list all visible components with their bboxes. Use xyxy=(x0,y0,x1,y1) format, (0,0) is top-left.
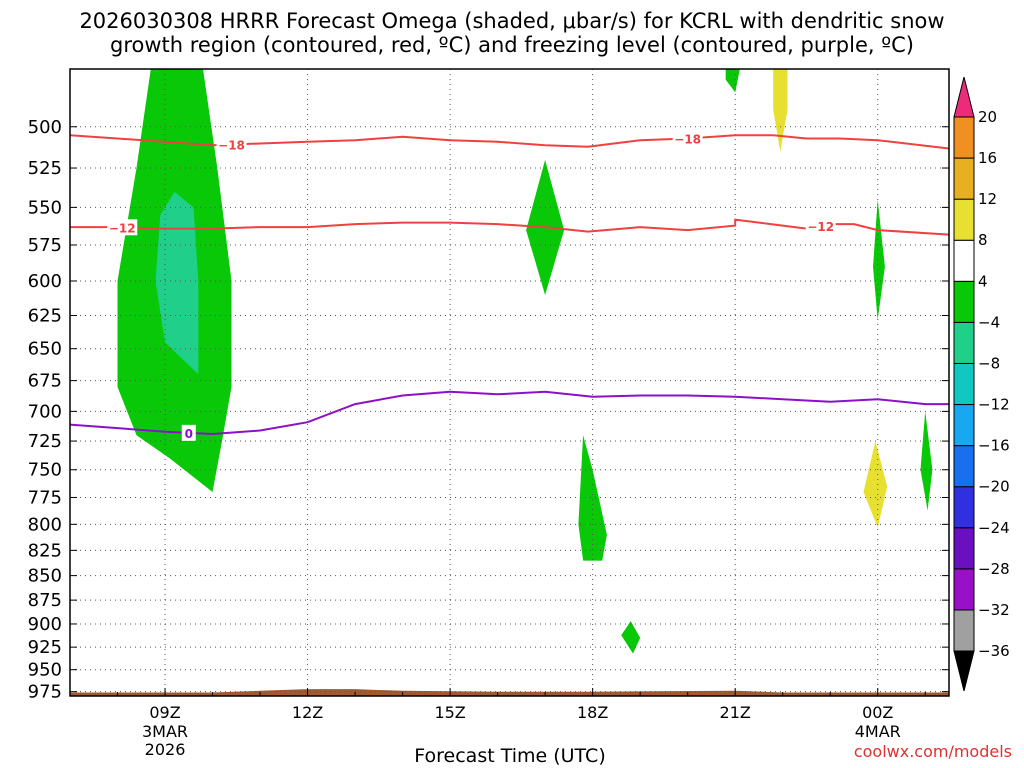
x-tick-sublabel-00Z: 4MAR xyxy=(855,722,901,741)
y-tick-label-625: 625 xyxy=(28,306,62,327)
omega-region-9 xyxy=(863,441,888,528)
contour-line-3 xyxy=(70,390,949,436)
colorbar-under-triangle xyxy=(953,650,975,692)
colorbar-bin--8-to--4 xyxy=(953,321,975,364)
y-axis-pressure: 500 525 550 575 600 625 650 675 700 725 750 775 800 8… xyxy=(28,117,949,703)
y-tick-label-975: 975 xyxy=(28,682,62,703)
contour-label-1-1: −18 xyxy=(218,139,245,153)
colorbar-tick-20: 20 xyxy=(978,108,997,126)
colorbar-bin-16-to-20 xyxy=(953,116,975,159)
x-tick-label-12Z: 12Z xyxy=(292,703,323,722)
y-tick-label-650: 650 xyxy=(28,339,62,360)
colorbar-bin-8-to-12 xyxy=(953,198,975,241)
x-tick-label-00Z: 00Z xyxy=(862,703,893,722)
colorbar-tick-8: 8 xyxy=(978,231,988,249)
colorbar-bin--36-to--32 xyxy=(953,609,975,652)
colorbar-tick--24: −24 xyxy=(978,519,1010,537)
omega-region-7 xyxy=(773,69,788,152)
x-tick-year-09Z: 2026 xyxy=(145,740,186,759)
y-tick-label-700: 700 xyxy=(28,401,62,422)
x-tick-label-09Z: 09Z xyxy=(149,703,180,722)
x-tick-sublabel-09Z: 3MAR xyxy=(142,722,188,741)
y-tick-label-500: 500 xyxy=(28,117,62,138)
colorbar-bin--28-to--24 xyxy=(953,527,975,570)
y-tick-label-825: 825 xyxy=(28,540,62,561)
colorbar-tick--32: −32 xyxy=(978,601,1010,619)
y-tick-label-575: 575 xyxy=(28,235,62,256)
chart-title-line-1: 2026030308 HRRR Forecast Omega (shaded, … xyxy=(79,9,945,33)
contour-labels: −18 −18 −12 −12 0 xyxy=(107,130,836,441)
colorbar-bin--12-to--8 xyxy=(953,362,975,406)
plot-frame xyxy=(69,68,950,697)
colorbar-tick-4: 4 xyxy=(978,272,988,290)
contour-label-bg-2-1 xyxy=(107,219,138,236)
colorbar-bin-12-to-16 xyxy=(953,157,975,200)
terrain-fill xyxy=(70,689,949,696)
y-tick-label-925: 925 xyxy=(28,637,62,658)
y-tick-label-800: 800 xyxy=(28,514,62,535)
chart-title-line-2: growth region (contoured, red, ºC) and f… xyxy=(110,33,914,57)
contour-label-2-2: −12 xyxy=(807,220,834,234)
contour-label-bg-2-2 xyxy=(805,217,836,234)
colorbar-tick--8: −8 xyxy=(978,354,1000,372)
contour-label-bg-3-1 xyxy=(181,424,196,441)
y-tick-label-750: 750 xyxy=(28,460,62,481)
omega-colorbar: 20 16 12 8 4 −4 −8 −12 −16 −20 −24 −28 −32 −36 xyxy=(953,76,1010,692)
y-tick-label-675: 675 xyxy=(28,371,62,392)
colorbar-tick-16: 16 xyxy=(978,149,997,167)
colorbar-tick--28: −28 xyxy=(978,560,1010,578)
colorbar-bin--16-to--12 xyxy=(953,404,975,447)
contour-label-2-1: −12 xyxy=(109,221,136,235)
colorbar-tick--4: −4 xyxy=(978,313,1000,331)
colorbar-tick--20: −20 xyxy=(978,478,1010,496)
colorbar-bin--4-to-4 xyxy=(953,280,975,323)
x-tick-label-21Z: 21Z xyxy=(720,703,751,722)
x-tick-label-18Z: 18Z xyxy=(577,703,608,722)
colorbar-bin--20-to--16 xyxy=(953,445,975,488)
contour-label-bg-1-1 xyxy=(216,136,247,153)
y-tick-label-900: 900 xyxy=(28,614,62,635)
omega-region-6 xyxy=(725,69,740,93)
y-tick-label-875: 875 xyxy=(28,590,62,611)
omega-region-5 xyxy=(621,621,641,654)
terrain-area xyxy=(70,689,949,696)
omega-region-10 xyxy=(920,411,933,511)
y-tick-label-775: 775 xyxy=(28,487,62,508)
y-tick-label-600: 600 xyxy=(28,271,62,292)
colorbar-bin--24-to--20 xyxy=(953,486,975,529)
x-tick-label-15Z: 15Z xyxy=(434,703,465,722)
colorbar-tick-12: 12 xyxy=(978,190,997,208)
source-credit: coolwx.com/models xyxy=(853,742,1012,761)
contour-label-1-2: −18 xyxy=(674,133,701,147)
omega-region-4 xyxy=(578,435,607,561)
y-tick-label-850: 850 xyxy=(28,566,62,587)
y-tick-label-525: 525 xyxy=(28,158,62,179)
colorbar-bin-4-to-8 xyxy=(953,239,975,282)
y-tick-label-950: 950 xyxy=(28,660,62,681)
omega-region-2 xyxy=(155,191,199,375)
colorbar-tick--12: −12 xyxy=(978,396,1010,414)
colorbar-tick--16: −16 xyxy=(978,437,1010,455)
colorbar-over-triangle xyxy=(953,76,975,118)
x-axis-title: Forecast Time (UTC) xyxy=(414,745,606,767)
colorbar-bin--32-to--28 xyxy=(953,568,975,611)
contour-label-3-1: 0 xyxy=(185,427,193,441)
colorbar-tick--36: −36 xyxy=(978,642,1010,660)
y-tick-label-550: 550 xyxy=(28,197,62,218)
y-tick-label-725: 725 xyxy=(28,431,62,452)
contour-label-bg-1-2 xyxy=(672,130,703,147)
